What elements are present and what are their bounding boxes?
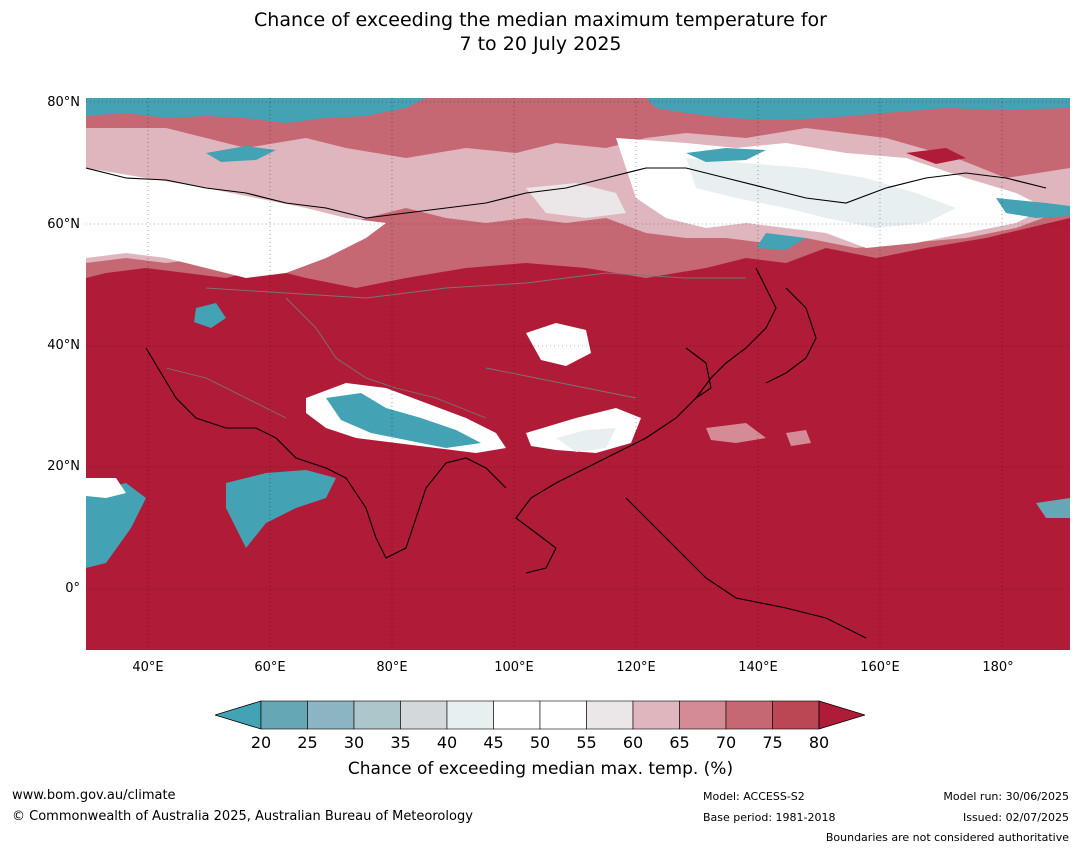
lon-label-180: 180° <box>982 660 1014 675</box>
colorbar-tick-label: 60 <box>622 733 644 752</box>
base-period-text: Base period: 1981-2018 <box>703 811 836 824</box>
colorbar-tick-label: 45 <box>483 733 504 752</box>
colorbar-tick-label: 55 <box>576 733 597 752</box>
colorbar-tick-label: 50 <box>529 733 551 752</box>
colorbar-tick-label: 75 <box>762 733 783 752</box>
model-text: Model: ACCESS-S2 <box>703 790 805 803</box>
lon-label-60e: 60°E <box>254 660 286 675</box>
lat-label-60n: 60°N <box>47 217 80 232</box>
colorbar-segment <box>493 700 541 730</box>
lat-label-80n: 80°N <box>47 95 80 110</box>
colorbar-segment <box>353 700 401 730</box>
central-asia-white-patch <box>526 323 591 366</box>
colorbar-under-triangle <box>215 700 262 730</box>
colorbar-caption: Chance of exceeding median max. temp. (%… <box>347 759 734 779</box>
colorbar-segment <box>539 700 587 730</box>
copyright-text: © Commonwealth of Australia 2025, Austra… <box>12 809 473 824</box>
map-title: Chance of exceeding the median maximum t… <box>0 8 1081 56</box>
colorbar-segment <box>260 700 308 730</box>
disclaimer-text: Boundaries are not considered authoritat… <box>825 831 1069 844</box>
lat-label-40n: 40°N <box>47 338 80 353</box>
colorbar-tick-label: 40 <box>436 733 458 752</box>
colorbar-segment <box>586 700 634 730</box>
lat-label-0: 0° <box>65 581 80 596</box>
temperature-probability-map <box>86 98 1070 650</box>
lon-label-100e: 100°E <box>494 660 534 675</box>
colorbar-over-triangle <box>818 700 865 730</box>
colorbar-segment <box>446 700 494 730</box>
website-text: www.bom.gov.au/climate <box>12 788 176 803</box>
colorbar-segment <box>725 700 773 730</box>
colorbar-segment <box>679 700 727 730</box>
lon-label-80e: 80°E <box>376 660 408 675</box>
map-svg <box>86 98 1070 650</box>
colorbar-tick-label: 65 <box>669 733 690 752</box>
lon-label-160e: 160°E <box>860 660 900 675</box>
title-line-2: 7 to 20 July 2025 <box>459 33 622 55</box>
lon-label-140e: 140°E <box>738 660 778 675</box>
lon-label-40e: 40°E <box>132 660 164 675</box>
colorbar-tick-label: 20 <box>250 733 272 752</box>
colorbar-tick-label: 30 <box>343 733 365 752</box>
lon-label-120e: 120°E <box>616 660 656 675</box>
gridlines <box>86 98 1070 650</box>
arctic-anomaly-region <box>86 98 1070 288</box>
himalaya-anomaly-region <box>306 383 641 453</box>
colorbar-segment <box>632 700 680 730</box>
east-africa-patch <box>86 483 146 568</box>
colorbar-segment <box>772 700 820 730</box>
lat-label-20n: 20°N <box>47 459 80 474</box>
colorbar-segment <box>400 700 448 730</box>
colorbar-tick-label: 80 <box>808 733 830 752</box>
colorbar-segment <box>307 700 355 730</box>
colorbar-tick-label: 35 <box>390 733 411 752</box>
country-borders <box>165 272 746 419</box>
colorbar <box>215 700 865 730</box>
issued-text: Issued: 02/07/2025 <box>962 811 1069 824</box>
colorbar-tick-label: 70 <box>715 733 737 752</box>
colorbar-tick-label: 25 <box>297 733 318 752</box>
title-line-1: Chance of exceeding the median maximum t… <box>254 9 827 31</box>
arabian-sea-patch <box>226 470 336 548</box>
balkhash-lake-patch <box>194 303 226 328</box>
coastlines <box>86 167 1047 639</box>
model-run-text: Model run: 30/06/2025 <box>943 790 1069 803</box>
